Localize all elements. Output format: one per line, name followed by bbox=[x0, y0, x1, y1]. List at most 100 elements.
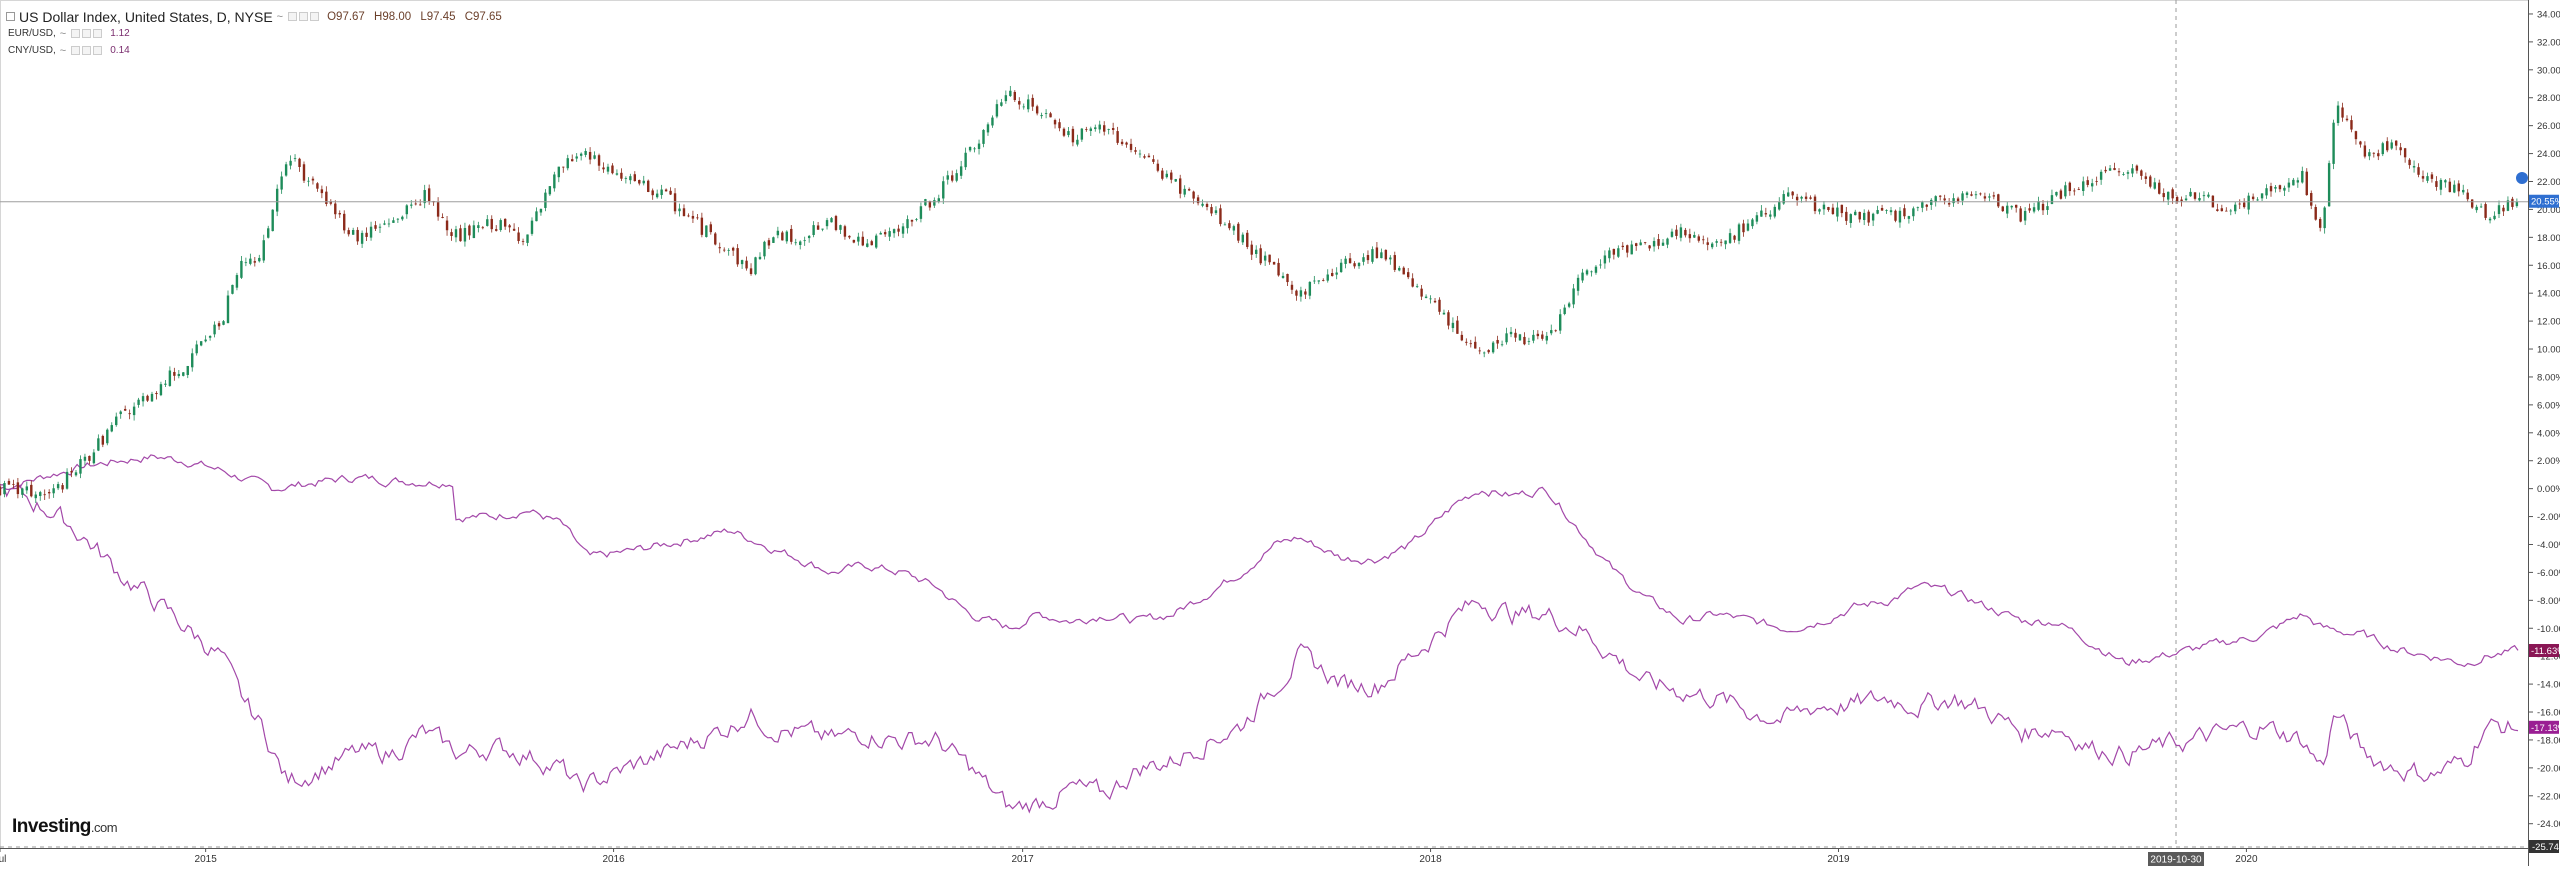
candle-body bbox=[544, 192, 547, 208]
candle-body bbox=[61, 485, 64, 490]
candle-body bbox=[517, 232, 520, 242]
investing-logo[interactable]: Investing.com bbox=[12, 816, 118, 838]
remove-series-icon[interactable] bbox=[93, 46, 103, 55]
candle-body bbox=[1447, 312, 1450, 326]
candle-body bbox=[405, 205, 409, 215]
visibility-toggle-icon[interactable] bbox=[288, 12, 298, 21]
candle-body bbox=[173, 371, 176, 376]
candle-body bbox=[1688, 234, 1692, 239]
candle-body bbox=[1129, 143, 1133, 150]
remove-series-icon[interactable] bbox=[310, 12, 320, 21]
candle-body bbox=[749, 268, 753, 274]
candle-body bbox=[2158, 182, 2161, 194]
candle-body bbox=[2435, 181, 2438, 187]
candle-body bbox=[164, 383, 167, 385]
settings-dropdown-icon[interactable]: ~ bbox=[276, 10, 284, 23]
candle-body bbox=[119, 411, 122, 415]
candle-body bbox=[1326, 274, 1329, 281]
candle-body bbox=[1563, 307, 1566, 315]
settings-dropdown-icon[interactable]: ~ bbox=[59, 27, 67, 40]
y-tick-label: 14.00% bbox=[2537, 289, 2560, 300]
remove-series-icon[interactable] bbox=[93, 29, 103, 38]
candle-body bbox=[718, 247, 721, 249]
candle-body bbox=[1862, 212, 1866, 221]
candle-body bbox=[1545, 335, 1548, 341]
candle-body bbox=[834, 216, 838, 230]
settings-dropdown-icon[interactable]: ~ bbox=[59, 44, 67, 57]
candle-body bbox=[1666, 238, 1669, 245]
candle-body bbox=[1237, 223, 1240, 241]
candle-body bbox=[168, 370, 172, 386]
candle-body bbox=[2077, 188, 2080, 190]
candle-body bbox=[316, 183, 319, 189]
candle-body bbox=[530, 220, 534, 234]
candle-body bbox=[2417, 167, 2420, 175]
candle-body bbox=[2439, 179, 2443, 190]
candle-body bbox=[776, 230, 780, 236]
candle-body bbox=[1795, 196, 1799, 201]
collapse-legend-icon[interactable] bbox=[6, 12, 15, 21]
candle-body bbox=[1487, 350, 1490, 353]
ohlc-close: C97.65 bbox=[464, 10, 502, 23]
candle-body bbox=[150, 393, 154, 402]
candle-body bbox=[2479, 206, 2483, 208]
candle-body bbox=[2462, 189, 2465, 193]
candle-body bbox=[691, 215, 695, 219]
candle-body bbox=[1800, 196, 1803, 199]
candle-body bbox=[2193, 192, 2197, 199]
candle-body bbox=[74, 472, 78, 476]
candle-body bbox=[2220, 208, 2224, 212]
candle-body bbox=[195, 344, 198, 354]
candle-body bbox=[1344, 258, 1347, 264]
candle-body bbox=[2457, 183, 2460, 192]
visibility-toggle-icon[interactable] bbox=[71, 46, 81, 55]
candle-body bbox=[1916, 207, 1920, 209]
candle-body bbox=[1407, 272, 1410, 278]
candle-body bbox=[937, 198, 941, 202]
candle-body bbox=[1357, 262, 1361, 267]
candle-body bbox=[879, 232, 882, 235]
candle-body bbox=[1366, 255, 1370, 261]
candle-body bbox=[2166, 191, 2170, 200]
candle-body bbox=[758, 256, 762, 260]
candle-body bbox=[441, 216, 444, 218]
candle-body bbox=[2426, 176, 2429, 181]
series-settings-icon[interactable] bbox=[299, 12, 309, 21]
candle-body bbox=[208, 336, 212, 338]
candle-body bbox=[2135, 165, 2139, 171]
candle-body bbox=[1550, 330, 1553, 334]
candle-body bbox=[1089, 128, 1092, 131]
candle-body bbox=[861, 236, 865, 246]
candle-body bbox=[1411, 278, 1414, 287]
candle-body bbox=[1170, 172, 1173, 180]
candle-body bbox=[253, 261, 257, 263]
candle-body bbox=[946, 175, 949, 180]
candle-body bbox=[1322, 280, 1325, 281]
candle-body bbox=[21, 488, 24, 495]
y-tick-label: 12.00% bbox=[2537, 317, 2560, 328]
candle-body bbox=[1992, 195, 1996, 197]
candle-body bbox=[1657, 239, 1660, 246]
candle-body bbox=[0, 486, 2, 496]
candle-body bbox=[1201, 203, 1204, 206]
series-settings-icon[interactable] bbox=[82, 29, 92, 38]
candle-body bbox=[1925, 204, 1928, 207]
candle-body bbox=[486, 219, 489, 226]
series-settings-icon[interactable] bbox=[82, 46, 92, 55]
candle-body bbox=[2014, 204, 2018, 208]
candle-body bbox=[280, 176, 283, 190]
visibility-toggle-icon[interactable] bbox=[71, 29, 81, 38]
candle-body bbox=[727, 249, 730, 251]
candle-body bbox=[468, 225, 471, 236]
y-tick-label: -8.00% bbox=[2537, 596, 2560, 607]
candle-body bbox=[1585, 270, 1589, 275]
y-tick-label: -16.00% bbox=[2537, 708, 2560, 719]
candle-body bbox=[588, 151, 592, 160]
candle-body bbox=[888, 231, 891, 237]
candle-body bbox=[436, 202, 440, 217]
candle-body bbox=[2059, 190, 2063, 199]
candle-body bbox=[2149, 176, 2152, 187]
candle-body bbox=[454, 229, 458, 238]
